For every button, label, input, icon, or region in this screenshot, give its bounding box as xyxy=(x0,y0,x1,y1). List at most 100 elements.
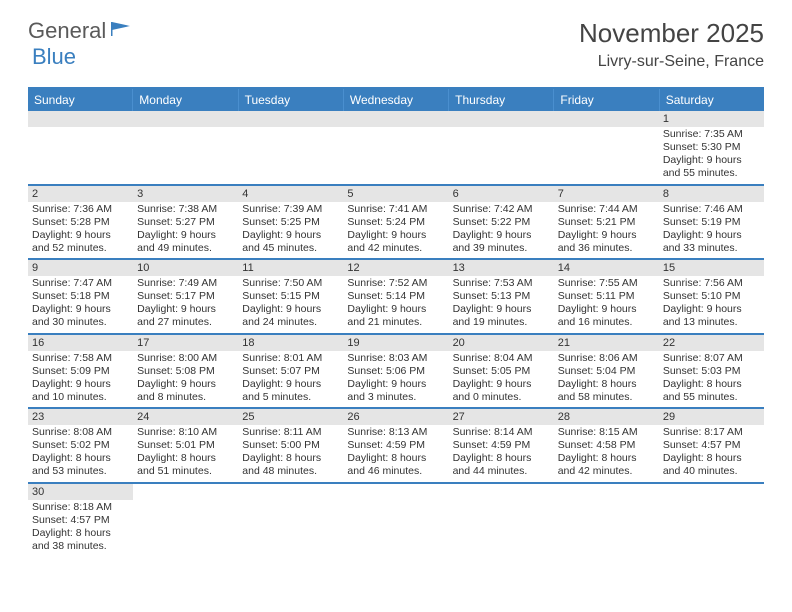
day-body xyxy=(28,127,133,184)
sunrise-line: Sunrise: 8:00 AM xyxy=(137,352,234,365)
sunset-line: Sunset: 4:57 PM xyxy=(32,514,129,527)
day-number: 2 xyxy=(28,186,133,202)
sunrise-line: Sunrise: 8:17 AM xyxy=(663,426,760,439)
sunset-line: Sunset: 5:21 PM xyxy=(558,216,655,229)
sunset-line: Sunset: 4:58 PM xyxy=(558,439,655,452)
day-cell: 4Sunrise: 7:39 AMSunset: 5:25 PMDaylight… xyxy=(238,186,343,259)
day-cell: 11Sunrise: 7:50 AMSunset: 5:15 PMDayligh… xyxy=(238,260,343,333)
sunrise-line: Sunrise: 7:42 AM xyxy=(453,203,550,216)
weekday-header: Sunday xyxy=(28,89,133,111)
sunrise-line: Sunrise: 8:01 AM xyxy=(242,352,339,365)
sunset-line: Sunset: 5:18 PM xyxy=(32,290,129,303)
day-cell: 19Sunrise: 8:03 AMSunset: 5:06 PMDayligh… xyxy=(343,335,448,408)
daylight-line: Daylight: 9 hours and 19 minutes. xyxy=(453,303,550,329)
day-number: 10 xyxy=(133,260,238,276)
sunrise-line: Sunrise: 8:11 AM xyxy=(242,426,339,439)
daylight-line: Daylight: 9 hours and 5 minutes. xyxy=(242,378,339,404)
daylight-line: Daylight: 8 hours and 40 minutes. xyxy=(663,452,760,478)
day-number: 11 xyxy=(238,260,343,276)
day-body: Sunrise: 8:06 AMSunset: 5:04 PMDaylight:… xyxy=(554,351,659,408)
day-body: Sunrise: 8:11 AMSunset: 5:00 PMDaylight:… xyxy=(238,425,343,482)
day-body: Sunrise: 8:08 AMSunset: 5:02 PMDaylight:… xyxy=(28,425,133,482)
day-number xyxy=(343,111,448,127)
sunset-line: Sunset: 5:17 PM xyxy=(137,290,234,303)
day-cell: 10Sunrise: 7:49 AMSunset: 5:17 PMDayligh… xyxy=(133,260,238,333)
sunset-line: Sunset: 5:15 PM xyxy=(242,290,339,303)
day-cell: 5Sunrise: 7:41 AMSunset: 5:24 PMDaylight… xyxy=(343,186,448,259)
day-cell xyxy=(449,484,554,557)
day-cell xyxy=(28,111,133,184)
daylight-line: Daylight: 9 hours and 45 minutes. xyxy=(242,229,339,255)
day-number: 19 xyxy=(343,335,448,351)
day-cell xyxy=(659,484,764,557)
week-row: 1Sunrise: 7:35 AMSunset: 5:30 PMDaylight… xyxy=(28,111,764,186)
sunrise-line: Sunrise: 8:18 AM xyxy=(32,501,129,514)
sunset-line: Sunset: 5:28 PM xyxy=(32,216,129,229)
day-cell: 18Sunrise: 8:01 AMSunset: 5:07 PMDayligh… xyxy=(238,335,343,408)
sunrise-line: Sunrise: 8:15 AM xyxy=(558,426,655,439)
sunrise-line: Sunrise: 8:08 AM xyxy=(32,426,129,439)
sunset-line: Sunset: 5:24 PM xyxy=(347,216,444,229)
day-cell: 30Sunrise: 8:18 AMSunset: 4:57 PMDayligh… xyxy=(28,484,133,557)
sunset-line: Sunset: 4:59 PM xyxy=(347,439,444,452)
day-body: Sunrise: 7:39 AMSunset: 5:25 PMDaylight:… xyxy=(238,202,343,259)
day-body: Sunrise: 8:17 AMSunset: 4:57 PMDaylight:… xyxy=(659,425,764,482)
day-number: 6 xyxy=(449,186,554,202)
sunrise-line: Sunrise: 7:53 AM xyxy=(453,277,550,290)
weekday-header: Wednesday xyxy=(344,89,449,111)
daylight-line: Daylight: 9 hours and 55 minutes. xyxy=(663,154,760,180)
sunrise-line: Sunrise: 7:47 AM xyxy=(32,277,129,290)
daylight-line: Daylight: 9 hours and 24 minutes. xyxy=(242,303,339,329)
day-number xyxy=(449,484,554,500)
weekday-header: Saturday xyxy=(660,89,764,111)
day-body: Sunrise: 7:44 AMSunset: 5:21 PMDaylight:… xyxy=(554,202,659,259)
day-cell: 21Sunrise: 8:06 AMSunset: 5:04 PMDayligh… xyxy=(554,335,659,408)
day-number xyxy=(133,484,238,500)
sunrise-line: Sunrise: 8:13 AM xyxy=(347,426,444,439)
day-number: 29 xyxy=(659,409,764,425)
sunrise-line: Sunrise: 7:46 AM xyxy=(663,203,760,216)
day-number xyxy=(554,484,659,500)
sunset-line: Sunset: 5:19 PM xyxy=(663,216,760,229)
day-cell xyxy=(449,111,554,184)
day-number: 9 xyxy=(28,260,133,276)
sunset-line: Sunset: 5:25 PM xyxy=(242,216,339,229)
day-body xyxy=(343,500,448,504)
day-number: 13 xyxy=(449,260,554,276)
day-number: 25 xyxy=(238,409,343,425)
weekday-header: Monday xyxy=(133,89,238,111)
sunrise-line: Sunrise: 7:50 AM xyxy=(242,277,339,290)
daylight-line: Daylight: 8 hours and 55 minutes. xyxy=(663,378,760,404)
day-body: Sunrise: 8:01 AMSunset: 5:07 PMDaylight:… xyxy=(238,351,343,408)
daylight-line: Daylight: 8 hours and 38 minutes. xyxy=(32,527,129,553)
day-number: 1 xyxy=(659,111,764,127)
day-body: Sunrise: 7:49 AMSunset: 5:17 PMDaylight:… xyxy=(133,276,238,333)
day-body xyxy=(238,500,343,504)
day-number: 17 xyxy=(133,335,238,351)
sunrise-line: Sunrise: 8:14 AM xyxy=(453,426,550,439)
day-cell xyxy=(133,484,238,557)
day-number xyxy=(238,484,343,500)
day-number: 16 xyxy=(28,335,133,351)
day-cell: 2Sunrise: 7:36 AMSunset: 5:28 PMDaylight… xyxy=(28,186,133,259)
day-number xyxy=(554,111,659,127)
logo-flag-icon xyxy=(108,18,132,44)
sunrise-line: Sunrise: 7:52 AM xyxy=(347,277,444,290)
sunrise-line: Sunrise: 7:49 AM xyxy=(137,277,234,290)
daylight-line: Daylight: 9 hours and 36 minutes. xyxy=(558,229,655,255)
day-cell xyxy=(343,484,448,557)
day-number: 26 xyxy=(343,409,448,425)
title-block: November 2025 Livry-sur-Seine, France xyxy=(579,18,764,71)
day-number: 4 xyxy=(238,186,343,202)
calendar: SundayMondayTuesdayWednesdayThursdayFrid… xyxy=(28,87,764,556)
day-number: 8 xyxy=(659,186,764,202)
day-cell: 17Sunrise: 8:00 AMSunset: 5:08 PMDayligh… xyxy=(133,335,238,408)
sunrise-line: Sunrise: 7:58 AM xyxy=(32,352,129,365)
day-cell xyxy=(133,111,238,184)
sunset-line: Sunset: 5:27 PM xyxy=(137,216,234,229)
day-number: 14 xyxy=(554,260,659,276)
logo-text-general: General xyxy=(28,18,106,44)
daylight-line: Daylight: 8 hours and 53 minutes. xyxy=(32,452,129,478)
day-cell: 9Sunrise: 7:47 AMSunset: 5:18 PMDaylight… xyxy=(28,260,133,333)
day-body xyxy=(343,127,448,184)
